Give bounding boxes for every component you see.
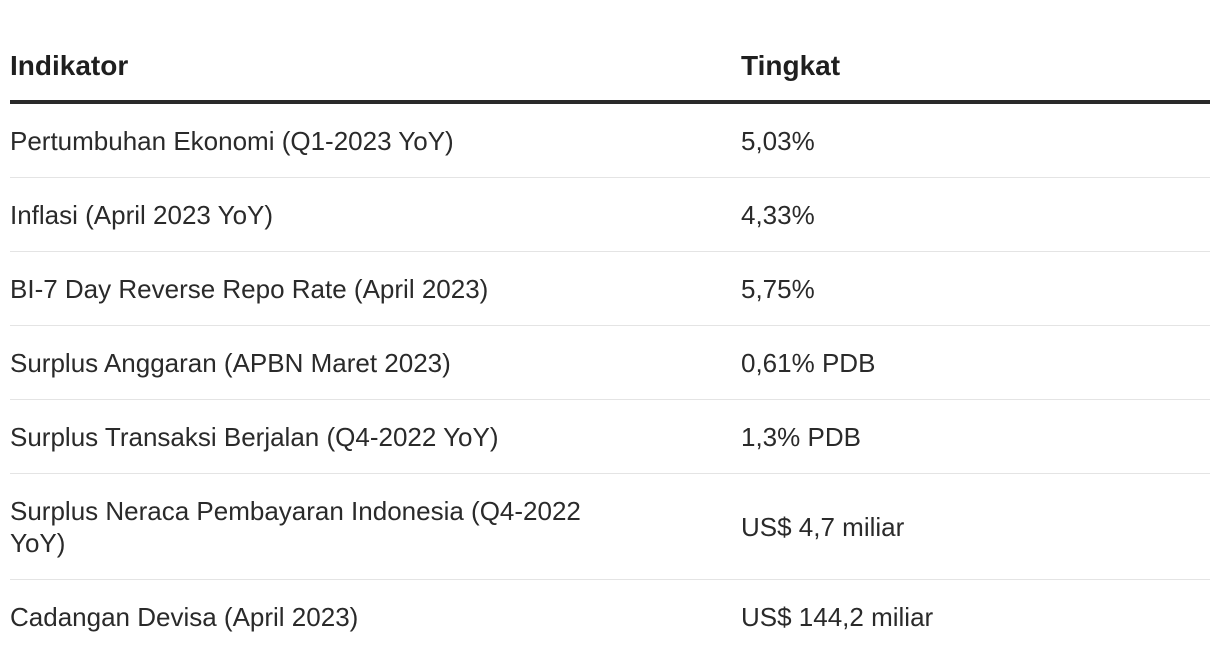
table-header: Indikator Tingkat [10, 28, 1210, 104]
table-row: Pertumbuhan Ekonomi (Q1-2023 YoY) 5,03% [10, 102, 1210, 178]
rate-cell: US$ 144,2 miliar [741, 602, 934, 632]
table-row: Surplus Anggaran (APBN Maret 2023) 0,61%… [10, 325, 1210, 400]
indicator-table-container: Indikator Tingkat Pertumbuhan Ekonomi (Q… [10, 28, 1210, 654]
rate-cell: US$ 4,7 miliar [741, 473, 1210, 580]
indicator-label: Cadangan Devisa (April 2023) [10, 602, 359, 632]
table-row: Cadangan Devisa (April 2023) US$ 144,2 m… [10, 580, 1210, 655]
indicator-cell: Surplus Transaksi Berjalan (Q4-2022 YoY) [10, 399, 741, 474]
table-row: Surplus Neraca Pembayaran Indonesia (Q4-… [10, 473, 1210, 580]
indicator-label: BI-7 Day Reverse Repo Rate (April 2023) [10, 273, 489, 304]
header-row: Indikator Tingkat [10, 28, 1210, 104]
rate-cell: 1,3% PDB [741, 399, 1210, 474]
indicator-cell: Cadangan Devisa (April 2023) [10, 580, 741, 655]
rate-cell: 5,03% [741, 102, 1210, 178]
indicator-cell: BI-7 Day Reverse Repo Rate (April 2023) [10, 251, 741, 326]
indicator-label: Pertumbuhan Ekonomi (Q1-2023 YoY) [10, 125, 454, 156]
indicator-label: Surplus Neraca Pembayaran Indonesia (Q4-… [10, 495, 581, 558]
indicator-cell: Surplus Neraca Pembayaran Indonesia (Q4-… [10, 473, 741, 580]
economic-indicators-table: Indikator Tingkat Pertumbuhan Ekonomi (Q… [10, 28, 1210, 654]
column-header-indicator: Indikator [10, 28, 741, 104]
rate-cell: 4,33% [741, 177, 1210, 252]
column-header-rate: Tingkat [741, 28, 1210, 104]
table-body: Pertumbuhan Ekonomi (Q1-2023 YoY) 5,03% … [10, 102, 1210, 654]
table-row: Inflasi (April 2023 YoY) 4,33% [10, 177, 1210, 252]
indicator-label: Surplus Anggaran (APBN Maret 2023) [10, 347, 451, 378]
indicator-cell: Surplus Anggaran (APBN Maret 2023) [10, 325, 741, 400]
rate-cell: 0,61% PDB [741, 325, 1210, 400]
rate-cell: 5,75% [741, 251, 1210, 326]
indicator-label: Inflasi (April 2023 YoY) [10, 199, 274, 230]
indicator-cell: Pertumbuhan Ekonomi (Q1-2023 YoY) [10, 102, 741, 178]
indicator-label: Surplus Transaksi Berjalan (Q4-2022 YoY) [10, 421, 499, 452]
table-row: Surplus Transaksi Berjalan (Q4-2022 YoY)… [10, 399, 1210, 474]
indicator-cell: Inflasi (April 2023 YoY) [10, 177, 741, 252]
table-row: BI-7 Day Reverse Repo Rate (April 2023) … [10, 251, 1210, 326]
